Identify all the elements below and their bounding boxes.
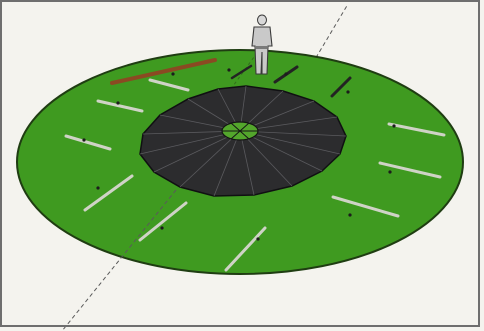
roof-facet-edge	[241, 139, 255, 196]
roof-facet-edge	[257, 116, 338, 129]
board[interactable]	[331, 195, 400, 218]
roof-facet-edge	[253, 100, 315, 126]
board[interactable]	[64, 134, 112, 151]
roof-facet-edge	[142, 131, 223, 135]
board[interactable]	[387, 122, 446, 137]
board[interactable]	[83, 174, 134, 212]
roof-facet-edge	[217, 88, 236, 123]
roof-facet-edge	[159, 114, 224, 129]
roof-facet-edge	[247, 138, 293, 187]
center-roof[interactable]	[139, 85, 347, 197]
roof-facet-edge	[213, 139, 237, 197]
roof-facet-edge	[252, 136, 323, 172]
board[interactable]	[230, 64, 253, 80]
board[interactable]	[96, 99, 144, 113]
board[interactable]	[148, 78, 190, 92]
board[interactable]	[224, 226, 267, 272]
board[interactable]	[138, 201, 188, 242]
roof-facet-edge	[187, 98, 229, 125]
roof-facet-edge	[248, 90, 284, 124]
board[interactable]	[378, 161, 442, 179]
boards-group	[64, 58, 446, 272]
roof-facet-edge	[240, 85, 247, 123]
roof-facet-edge	[256, 134, 341, 155]
roof-facet-edge	[139, 134, 224, 155]
roof-facet-edge	[257, 131, 347, 137]
board-highlight[interactable]	[110, 58, 217, 85]
post-markers	[82, 68, 396, 241]
roof-facet-edge	[153, 136, 228, 173]
human-scale-figure-icon[interactable]	[251, 14, 273, 75]
roof-facet-edge	[179, 138, 232, 188]
red-axis-line	[61, 189, 177, 331]
board[interactable]	[330, 76, 352, 98]
